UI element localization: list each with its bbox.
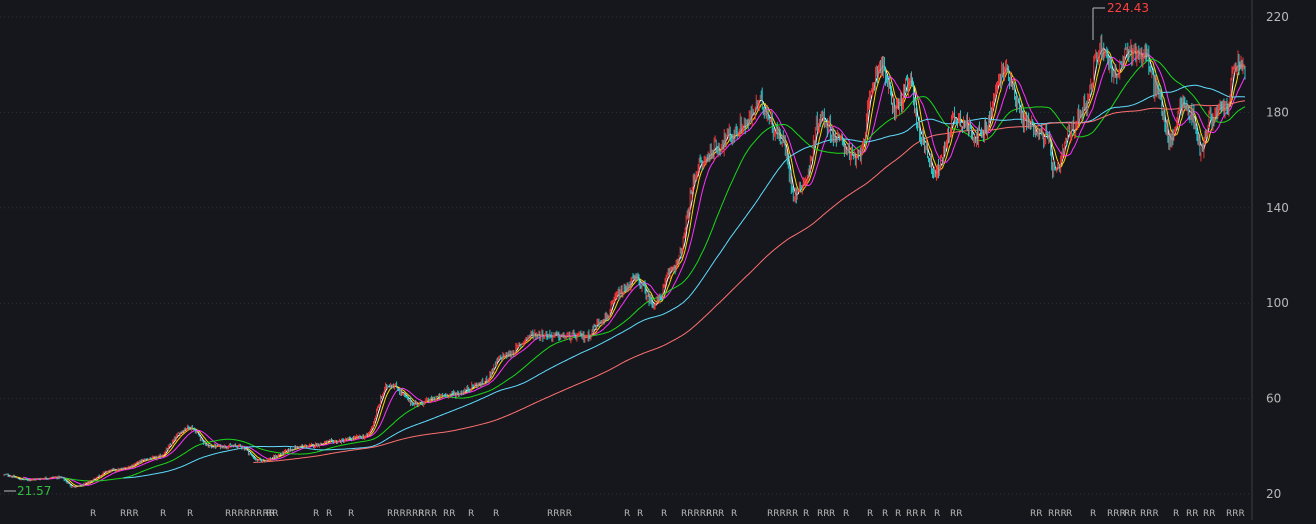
event-mark: R	[882, 509, 888, 519]
event-mark: RRRRRRRR	[225, 509, 275, 519]
event-mark: R	[1066, 509, 1072, 519]
event-mark: R	[895, 509, 901, 519]
event-mark: RR	[906, 509, 919, 519]
y-tick-label: 60	[1266, 392, 1281, 406]
event-mark: RRRR	[547, 509, 572, 519]
event-mark: R	[1090, 509, 1096, 519]
event-mark: R	[803, 509, 809, 519]
event-mark: R	[493, 509, 499, 519]
y-tick-label: 220	[1266, 10, 1289, 24]
event-mark: R	[1173, 509, 1179, 519]
event-mark: R	[661, 509, 667, 519]
y-tick-label: 180	[1266, 105, 1289, 119]
event-mark: R	[867, 509, 873, 519]
event-mark: R	[431, 509, 437, 519]
event-mark: R	[920, 509, 926, 519]
event-mark: R	[90, 509, 96, 519]
event-mark: RR	[443, 509, 456, 519]
event-mark: RRRRR	[767, 509, 798, 519]
event-mark: RR	[950, 509, 963, 519]
event-mark: R	[731, 509, 737, 519]
event-mark: RR	[1186, 509, 1199, 519]
event-mark: R	[468, 509, 474, 519]
event-mark: R	[348, 509, 354, 519]
candles-layer[interactable]	[3, 34, 1246, 489]
event-mark: R	[326, 509, 332, 519]
price-low-label: 21.57	[17, 484, 51, 498]
ma60-line	[63, 58, 1246, 482]
event-mark: RR	[1124, 509, 1137, 519]
event-mark: R	[718, 509, 724, 519]
event-mark: R	[706, 509, 712, 519]
event-mark: RR	[266, 509, 279, 519]
event-mark: R	[843, 509, 849, 519]
event-mark: RR	[817, 509, 830, 519]
y-tick-label: 20	[1266, 487, 1281, 501]
annotations-layer: 224.43 21.57	[4, 1, 1149, 498]
event-mark: RRRRRR	[681, 509, 719, 519]
event-mark: R	[934, 509, 940, 519]
event-mark: RRR	[1107, 509, 1126, 519]
event-mark: RR	[1030, 509, 1043, 519]
ma250-line	[253, 100, 1246, 463]
price-high-label: 224.43	[1107, 1, 1149, 15]
event-mark: R	[418, 509, 424, 519]
event-mark: RRR	[1048, 509, 1067, 519]
event-mark: R	[160, 509, 166, 519]
y-tick-label: 140	[1266, 201, 1289, 215]
event-mark: RRR	[1140, 509, 1159, 519]
event-mark: R	[313, 509, 319, 519]
y-tick-label: 100	[1266, 296, 1289, 310]
event-mark: R	[187, 509, 193, 519]
event-mark: RR	[1203, 509, 1216, 519]
grid-layer	[0, 16, 1252, 495]
event-mark: RRR	[1226, 509, 1245, 519]
event-mark: RRRRRRR	[387, 509, 431, 519]
event-mark: R	[637, 509, 643, 519]
event-mark: R	[624, 509, 630, 519]
event-mark: R	[829, 509, 835, 519]
event-mark: RRR	[120, 509, 139, 519]
y-axis: 220 180 140 100 60 20	[1251, 0, 1289, 520]
